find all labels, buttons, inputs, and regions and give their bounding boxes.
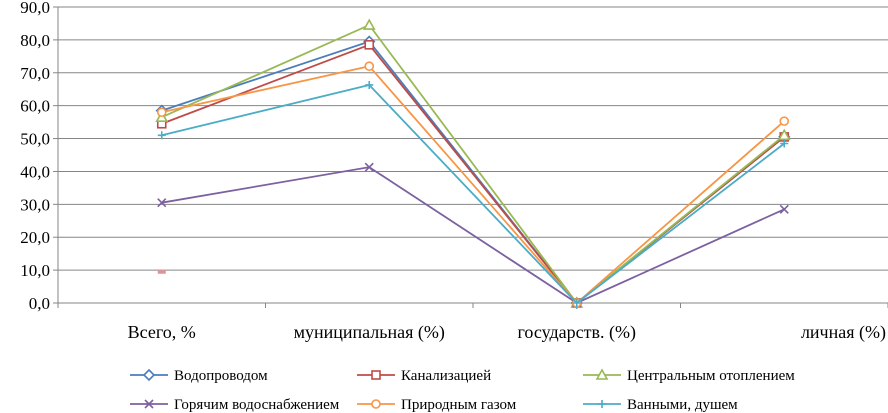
- x-category-label: государств. (%): [518, 322, 637, 343]
- y-tick-label: 50,0: [20, 130, 50, 149]
- legend-label: Горячим водоснабжением: [174, 397, 340, 413]
- y-tick-label: 60,0: [20, 97, 50, 116]
- circle-marker: [156, 107, 167, 118]
- triangle-marker: [777, 128, 791, 141]
- legend-label: Канализацией: [401, 368, 491, 384]
- triangle-marker: [595, 368, 609, 380]
- diamond-marker: [142, 368, 156, 382]
- series-line: [161, 40, 785, 305]
- stray-marker: [157, 269, 166, 274]
- legend-label: Природным газом: [401, 397, 517, 413]
- y-tick-label: 20,0: [20, 228, 50, 247]
- x-marker: [157, 198, 167, 208]
- legend-label: Ванными, душем: [627, 397, 738, 413]
- series-line: [161, 65, 785, 305]
- legend-item: Центральным отоплением: [583, 368, 795, 384]
- x-category-label: Всего, %: [128, 322, 196, 342]
- plus-marker: [365, 80, 374, 89]
- y-tick-label: 0,0: [29, 294, 50, 313]
- square-marker: [371, 370, 381, 380]
- plus-marker: [572, 299, 581, 307]
- legend-label: Центральным отоплением: [627, 368, 795, 384]
- series-6: [157, 80, 789, 307]
- circle-marker: [371, 399, 381, 409]
- series-line: [161, 43, 785, 305]
- y-tick-label: 30,0: [20, 195, 50, 214]
- series-5: [156, 61, 790, 308]
- circle-marker: [779, 116, 790, 126]
- legend-item: Канализацией: [357, 368, 491, 384]
- y-tick-label: 10,0: [20, 261, 50, 280]
- y-tick-label: 70,0: [20, 64, 50, 83]
- x-category-label: муниципальная (%): [294, 322, 445, 343]
- y-tick-label: 90,0: [20, 0, 50, 17]
- y-axis: 0,0 10,0 20,0 30,0 40,0 50,0 60,0 70,0 80,0 90,0: [20, 0, 59, 313]
- gridlines: [58, 6, 888, 271]
- series-3: [155, 18, 791, 308]
- legend-label: Водопроводом: [174, 368, 268, 384]
- series-line: [161, 23, 785, 305]
- plus-marker: [780, 139, 789, 148]
- x-marker: [779, 204, 789, 214]
- square-marker: [364, 40, 375, 50]
- legend-item: Природным газом: [357, 397, 517, 413]
- legend-item: Горячим водоснабжением: [130, 397, 340, 413]
- series-line: [161, 166, 785, 305]
- x-category-label: личная (%): [801, 322, 886, 343]
- x-axis: Всего, % муниципальная (%) государств. (%)…: [57, 302, 888, 343]
- annotations: [157, 269, 166, 274]
- legend-item: Ванными, душем: [583, 397, 738, 413]
- legend: Водопроводом Канализацией Центральным отоп…: [130, 368, 795, 413]
- legend-item: Водопроводом: [130, 368, 268, 384]
- y-tick-label: 80,0: [20, 31, 50, 50]
- plus-marker: [598, 400, 606, 408]
- plus-marker: [157, 131, 166, 140]
- triangle-marker: [362, 18, 376, 30]
- x-marker: [364, 162, 374, 172]
- circle-marker: [364, 61, 375, 71]
- series-lines: [155, 18, 791, 310]
- x-marker: [144, 399, 154, 409]
- y-tick-label: 40,0: [20, 162, 50, 181]
- series-line: [161, 83, 785, 305]
